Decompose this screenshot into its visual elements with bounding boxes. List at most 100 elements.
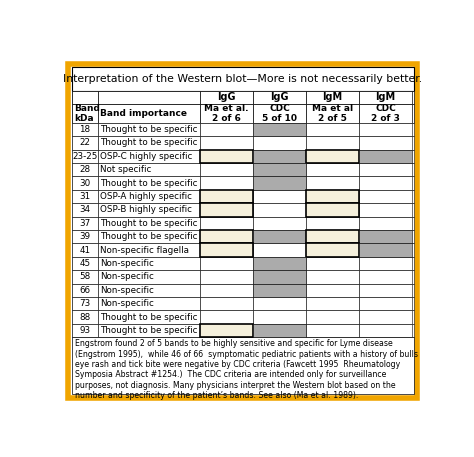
Bar xyxy=(98,190,200,203)
Text: 37: 37 xyxy=(79,219,91,228)
Text: 45: 45 xyxy=(79,259,91,268)
Bar xyxy=(200,283,253,297)
Bar xyxy=(72,91,414,104)
Bar xyxy=(72,257,414,270)
Bar xyxy=(306,270,359,283)
Bar xyxy=(72,283,98,297)
Bar xyxy=(253,230,306,244)
Bar xyxy=(306,190,359,203)
Bar xyxy=(359,136,412,149)
Bar xyxy=(306,203,359,217)
Text: 66: 66 xyxy=(80,286,91,295)
Bar xyxy=(200,324,253,337)
Text: CDC
2 of 3: CDC 2 of 3 xyxy=(371,104,400,123)
Bar xyxy=(200,217,253,230)
Bar xyxy=(253,270,306,283)
Bar xyxy=(98,230,200,244)
Bar xyxy=(98,91,200,104)
Bar xyxy=(359,123,412,136)
Bar xyxy=(200,149,253,163)
Bar xyxy=(306,257,359,270)
Text: 18: 18 xyxy=(79,125,91,134)
Bar xyxy=(359,203,412,217)
Text: Ma et al.
2 of 6: Ma et al. 2 of 6 xyxy=(204,104,249,123)
Bar xyxy=(98,203,200,217)
Bar xyxy=(253,217,306,230)
Bar xyxy=(253,149,306,163)
Bar xyxy=(253,244,306,257)
Bar xyxy=(72,67,414,91)
Bar xyxy=(72,297,414,310)
Bar xyxy=(200,310,253,324)
Bar xyxy=(359,257,412,270)
Bar xyxy=(306,244,359,257)
Text: 30: 30 xyxy=(79,179,91,187)
Bar xyxy=(306,297,359,310)
Text: Thought to be specific: Thought to be specific xyxy=(100,125,198,134)
Bar xyxy=(200,91,253,104)
Bar xyxy=(72,163,98,176)
Bar xyxy=(72,149,98,163)
Bar xyxy=(72,310,414,324)
Bar xyxy=(72,230,98,244)
Bar xyxy=(98,149,200,163)
Text: CDC
5 of 10: CDC 5 of 10 xyxy=(262,104,297,123)
Bar xyxy=(98,270,200,283)
Text: Thought to be specific: Thought to be specific xyxy=(100,219,198,228)
Bar xyxy=(359,297,412,310)
Bar xyxy=(72,104,98,123)
Bar xyxy=(200,136,253,149)
Text: IgM: IgM xyxy=(322,92,343,102)
Bar xyxy=(306,163,359,176)
Bar xyxy=(306,230,359,244)
Bar xyxy=(98,283,200,297)
Bar xyxy=(200,104,253,123)
Bar xyxy=(200,297,253,310)
Bar xyxy=(253,283,306,297)
Text: IgG: IgG xyxy=(218,92,236,102)
Text: 28: 28 xyxy=(79,165,91,174)
Bar xyxy=(200,270,253,283)
Text: Non-specific: Non-specific xyxy=(100,299,154,308)
Bar xyxy=(72,257,98,270)
Bar xyxy=(253,163,306,176)
Bar xyxy=(200,203,253,217)
Bar xyxy=(72,176,414,190)
Bar xyxy=(72,324,414,337)
Bar xyxy=(72,270,414,283)
Bar xyxy=(306,91,359,104)
Bar xyxy=(72,149,414,163)
Bar xyxy=(98,217,200,230)
Bar xyxy=(200,244,253,257)
Text: 31: 31 xyxy=(79,192,91,201)
Text: Thought to be specific: Thought to be specific xyxy=(100,138,198,148)
Bar xyxy=(98,297,200,310)
Bar xyxy=(359,270,412,283)
Bar xyxy=(306,310,359,324)
Text: Interpretation of the Western blot—More is not necessarily better.: Interpretation of the Western blot—More … xyxy=(64,74,422,84)
Bar xyxy=(359,176,412,190)
Bar xyxy=(200,190,253,203)
Bar xyxy=(359,104,412,123)
Bar xyxy=(98,104,200,123)
Text: 39: 39 xyxy=(79,232,91,241)
Bar xyxy=(200,230,253,244)
Text: 22: 22 xyxy=(80,138,91,148)
Bar xyxy=(359,244,412,257)
Bar xyxy=(306,136,359,149)
Text: 73: 73 xyxy=(79,299,91,308)
Bar xyxy=(306,104,359,123)
Bar xyxy=(200,257,253,270)
Bar xyxy=(72,104,414,123)
Bar xyxy=(72,337,414,394)
Bar xyxy=(72,324,98,337)
Bar xyxy=(306,176,359,190)
Text: Thought to be specific: Thought to be specific xyxy=(100,232,198,241)
Text: Thought to be specific: Thought to be specific xyxy=(100,313,198,322)
Text: 34: 34 xyxy=(79,205,91,214)
Bar xyxy=(98,244,200,257)
Bar xyxy=(359,163,412,176)
Bar xyxy=(72,190,98,203)
Text: Non-specific flagella: Non-specific flagella xyxy=(100,245,189,255)
Bar xyxy=(72,217,98,230)
